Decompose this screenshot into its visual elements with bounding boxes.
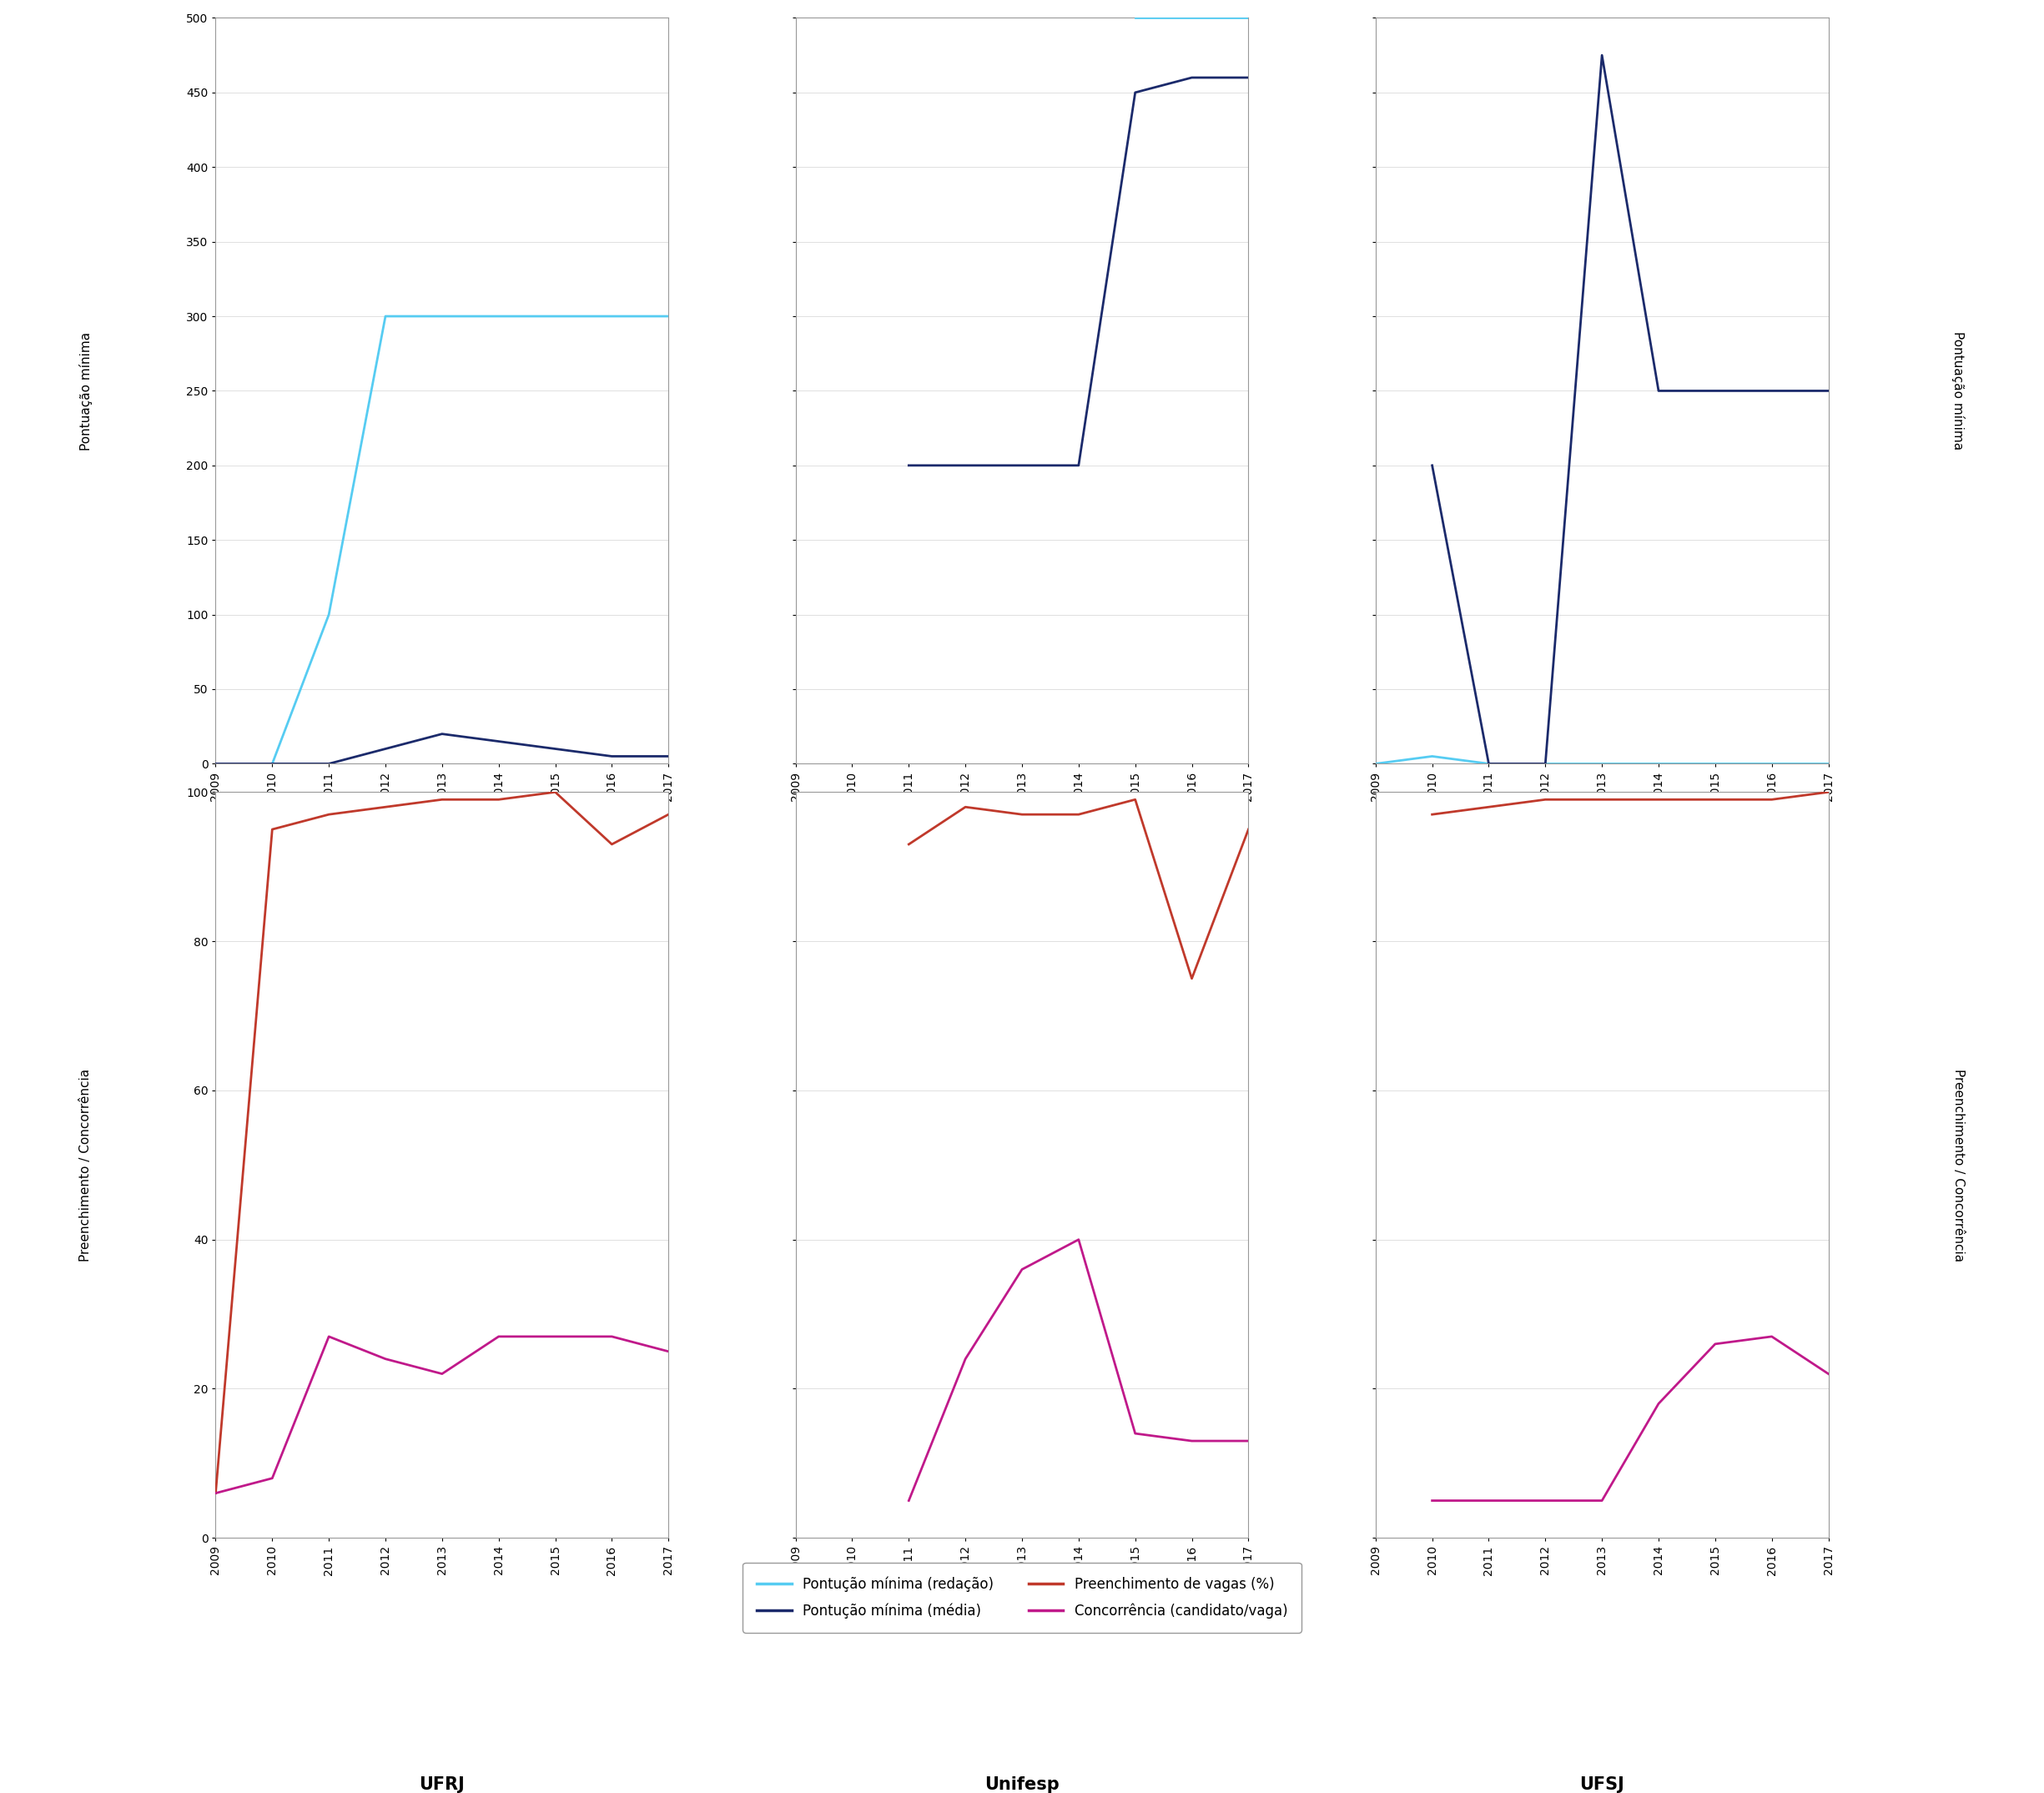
Text: Pontuação mínima: Pontuação mínima: [1952, 332, 1964, 450]
Text: UFRJ: UFRJ: [419, 1777, 464, 1793]
Legend: Pontução mínima (redação), Pontução mínima (média), Preenchimento de vagas (%), : Pontução mínima (redação), Pontução míni…: [742, 1563, 1302, 1633]
Text: UFSJ: UFSJ: [1580, 1777, 1625, 1793]
Text: Unifesp: Unifesp: [985, 1777, 1059, 1793]
Text: Preenchimento / Concorrência: Preenchimento / Concorrência: [1952, 1069, 1964, 1262]
Text: Preenchimento / Concorrência: Preenchimento / Concorrência: [80, 1069, 92, 1262]
Text: Pontuação mínima: Pontuação mínima: [80, 332, 92, 450]
